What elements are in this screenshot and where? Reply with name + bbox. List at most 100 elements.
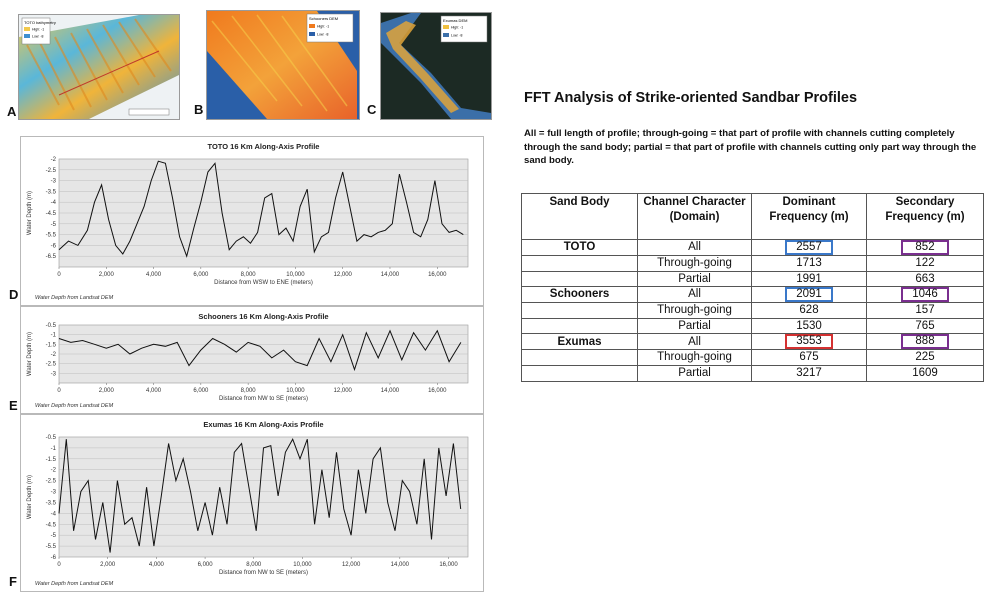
- map-b-legend-title: Schooners DEM: [309, 16, 338, 21]
- cell-secondary-frequency: 225: [866, 349, 984, 366]
- map-b-schooners-dem: Schooners DEM High: -1 Low: -8: [206, 10, 360, 120]
- y-tick-label: -2: [51, 352, 57, 358]
- x-tick-label: 16,000: [428, 272, 447, 278]
- x-tick-label: 10,000: [293, 562, 312, 568]
- x-tick-label: 8,000: [246, 562, 262, 568]
- cell-sand-body: [521, 317, 638, 335]
- y-axis-label: Water Depth (m): [27, 332, 33, 376]
- y-tick-label: -2: [51, 157, 57, 163]
- x-tick-label: 12,000: [334, 272, 353, 278]
- x-tick-label: 0: [57, 388, 61, 394]
- cell-secondary-frequency: 157: [866, 302, 984, 319]
- cell-sand-body: [521, 255, 638, 272]
- depth-profile-line: [58, 438, 462, 553]
- panel-letter-e: E: [9, 398, 18, 413]
- panel-letter-c: C: [367, 102, 377, 117]
- cell-sand-body: Schooners: [521, 286, 638, 304]
- x-tick-label: 2,000: [99, 272, 115, 278]
- cell-secondary-frequency: 888: [866, 333, 984, 351]
- cell-secondary-frequency: 852: [866, 239, 984, 256]
- y-tick-label: -4.5: [46, 522, 57, 528]
- cell-dominant-frequency: 2557: [751, 239, 867, 256]
- x-tick-label: 6,000: [193, 388, 209, 394]
- y-tick-label: -1.5: [46, 342, 57, 348]
- map-a-legend-low: Low: -8: [32, 35, 44, 39]
- y-tick-label: -3.5: [46, 189, 57, 195]
- fft-table-row: Through-going 1713 122: [521, 255, 984, 272]
- x-tick-label: 0: [57, 272, 61, 278]
- x-tick-label: 10,000: [286, 388, 305, 394]
- x-axis-label: Distance from NW to SE (meters): [219, 570, 308, 576]
- y-tick-label: -0.5: [46, 435, 57, 441]
- cell-secondary-frequency: 765: [866, 317, 984, 335]
- x-tick-label: 16,000: [428, 388, 447, 394]
- cell-sand-body: [521, 349, 638, 366]
- cell-dominant-frequency: 1713: [751, 255, 867, 272]
- fft-table-row: Partial 3217 1609: [521, 364, 984, 382]
- x-tick-label: 6,000: [198, 562, 214, 568]
- cell-channel-character: Through-going: [637, 255, 752, 272]
- fft-table-row: Partial 1991 663: [521, 270, 984, 288]
- chart-title: TOTO 16 Km Along-Axis Profile: [208, 142, 320, 151]
- fft-title: FFT Analysis of Strike-oriented Sandbar …: [524, 90, 858, 106]
- cell-channel-character: Partial: [637, 364, 752, 382]
- x-tick-label: 12,000: [334, 388, 353, 394]
- cell-channel-character: Through-going: [637, 302, 752, 319]
- y-tick-label: -6: [51, 243, 57, 249]
- y-tick-label: -4.5: [46, 211, 57, 217]
- chart-panel-schooners: -0.5 -1 -1.5 -2 -2.5 -3 0 2,000 4,000 6,000 8,000 1…: [20, 306, 484, 414]
- x-tick-label: 16,000: [439, 562, 458, 568]
- cell-dominant-frequency: 628: [751, 302, 867, 319]
- y-tick-label: -5.5: [46, 544, 57, 550]
- map-b-legend-low: Low: -8: [317, 33, 329, 37]
- fft-table: Sand Body Channel Character (Domain) Dom…: [521, 193, 984, 382]
- cell-secondary-frequency: 1609: [866, 364, 984, 382]
- y-axis-label: Water Depth (m): [27, 475, 33, 519]
- map-a-legend-high: High: -1: [32, 28, 44, 32]
- schooners-profile-chart: -0.5 -1 -1.5 -2 -2.5 -3 0 2,000 4,000 6,000 8,000 1…: [27, 312, 469, 409]
- cell-channel-character: All: [637, 286, 752, 304]
- y-tick-label: -1: [51, 333, 57, 339]
- fft-table-row: Schooners All 2091 1046: [521, 286, 984, 304]
- depth-profile-line: [58, 160, 464, 258]
- cell-dominant-frequency-highlight: 3553: [785, 334, 833, 350]
- cell-secondary-frequency: 1046: [866, 286, 984, 304]
- map-a-toto-bathymetry: TOTO bathymetry High: -1 Low: -8: [18, 14, 180, 120]
- cell-secondary-frequency: 122: [866, 255, 984, 272]
- y-tick-label: -0.5: [46, 323, 57, 329]
- x-tick-label: 8,000: [241, 272, 257, 278]
- x-tick-label: 2,000: [99, 388, 115, 394]
- cell-dominant-frequency: 3217: [751, 364, 867, 382]
- y-tick-label: -6.5: [46, 254, 57, 260]
- x-axis-label: Distance from NW to SE (meters): [219, 396, 308, 402]
- y-tick-label: -3: [51, 179, 57, 185]
- x-tick-label: 4,000: [146, 388, 162, 394]
- x-tick-label: 6,000: [193, 272, 209, 278]
- chart-source-note: Water Depth from Landsat DEM: [35, 403, 114, 409]
- cell-channel-character: All: [637, 333, 752, 351]
- cell-channel-character: All: [637, 239, 752, 256]
- y-tick-label: -5: [51, 533, 57, 539]
- x-tick-label: 14,000: [391, 562, 410, 568]
- fft-description: All = full length of profile; through-go…: [524, 128, 977, 166]
- chart-panel-exumas: -0.5 -1 -1.5 -2 -2.5 -3 -3.5 -4 -4.5 -5 -5.5 -6 0 2,0…: [20, 414, 484, 592]
- y-tick-label: -2.5: [46, 479, 57, 485]
- cell-channel-character: Partial: [637, 270, 752, 288]
- y-tick-label: -3: [51, 490, 57, 496]
- cell-secondary-frequency: 663: [866, 270, 984, 288]
- x-tick-label: 8,000: [241, 388, 257, 394]
- x-axis-label: Distance from WSW to ENE (meters): [214, 280, 313, 286]
- header-secondary-frequency: Secondary Frequency (m): [866, 193, 984, 240]
- y-axis-label: Water Depth (m): [27, 191, 33, 235]
- x-tick-label: 14,000: [381, 388, 400, 394]
- y-tick-label: -1: [51, 446, 57, 452]
- exumas-profile-chart: -0.5 -1 -1.5 -2 -2.5 -3 -3.5 -4 -4.5 -5 -5.5 -60 2,0…: [27, 420, 469, 587]
- y-tick-label: -5: [51, 222, 57, 228]
- cell-dominant-frequency-highlight: 2557: [785, 240, 833, 255]
- cell-channel-character: Through-going: [637, 349, 752, 366]
- cell-secondary-frequency-highlight: 888: [901, 334, 949, 350]
- cell-sand-body: Exumas: [521, 333, 638, 351]
- cell-channel-character: Partial: [637, 317, 752, 335]
- panel-letter-b: B: [194, 102, 204, 117]
- chart-panel-toto: -2 -2.5 -3 -3.5 -4 -4.5 -5 -5.5 -6 -6.5 0 2,000 4,00…: [20, 136, 484, 306]
